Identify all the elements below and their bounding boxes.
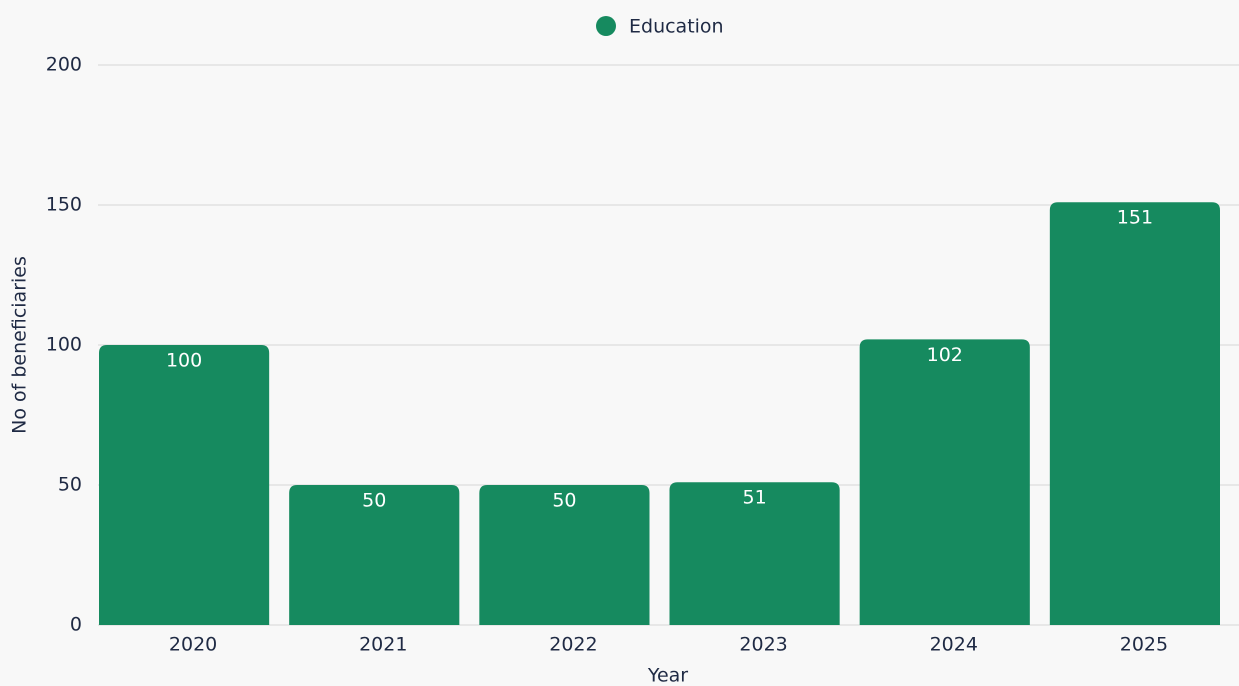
x-tick-label: 2025: [1120, 634, 1168, 656]
data-label: 100: [166, 350, 202, 372]
bar: [859, 339, 1030, 625]
legend-marker: [596, 16, 616, 36]
legend-label: Education: [629, 16, 724, 38]
x-tick-label: 2020: [169, 634, 217, 656]
y-tick-label: 150: [46, 194, 82, 216]
x-tick-label: 2024: [930, 634, 978, 656]
bar: [99, 345, 270, 625]
x-tick-label: 2021: [359, 634, 407, 656]
data-label: 51: [742, 487, 766, 509]
bar: [669, 482, 840, 625]
data-label: 50: [362, 490, 386, 512]
data-label: 102: [927, 344, 963, 366]
y-axis-label: No of beneficiaries: [9, 256, 31, 434]
y-tick-label: 100: [46, 334, 82, 356]
data-label: 50: [552, 490, 576, 512]
x-axis-label: Year: [647, 665, 688, 686]
y-tick-label: 200: [46, 54, 82, 76]
y-tick-label: 50: [58, 474, 82, 496]
bar: [1049, 202, 1220, 625]
x-tick-label: 2022: [549, 634, 597, 656]
y-tick-label: 0: [70, 614, 82, 636]
x-tick-label: 2023: [739, 634, 787, 656]
bar: [479, 485, 650, 625]
data-label: 151: [1117, 207, 1153, 229]
bar: [289, 485, 460, 625]
